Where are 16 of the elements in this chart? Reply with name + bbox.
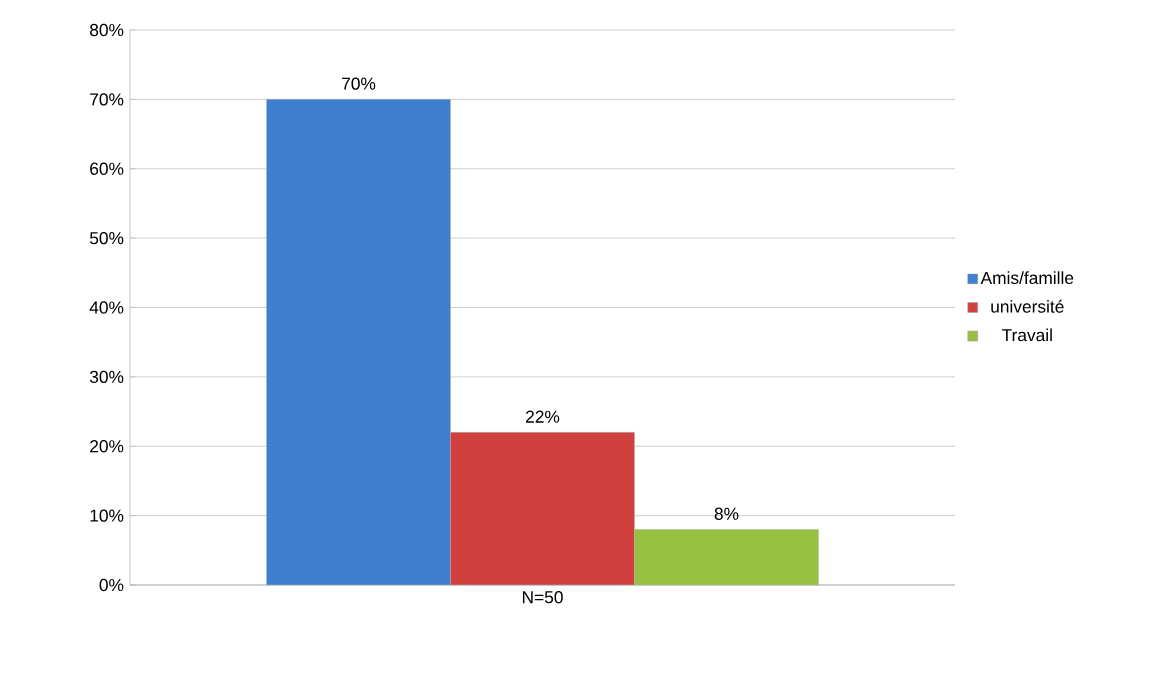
y-tick-label: 10%	[90, 509, 124, 522]
legend-label: université	[991, 299, 1064, 313]
legend-label: Travail	[1002, 328, 1052, 342]
data-label: 8%	[714, 507, 739, 520]
y-tick-label: 70%	[90, 93, 124, 106]
y-tick-label: 0%	[99, 578, 124, 592]
y-tick-label: 20%	[90, 440, 124, 453]
y-tick-label: 40%	[89, 301, 124, 314]
data-label: 22%	[526, 410, 560, 423]
legend-label: Amis/famille	[980, 271, 1074, 285]
x-tick-label: N=50	[522, 591, 563, 604]
data-label: 70%	[342, 77, 376, 90]
y-tick-label: 80%	[90, 23, 124, 37]
y-tick-label: 50%	[89, 231, 124, 245]
y-tick-label: 30%	[89, 370, 124, 384]
y-tick-label: 60%	[90, 162, 124, 175]
